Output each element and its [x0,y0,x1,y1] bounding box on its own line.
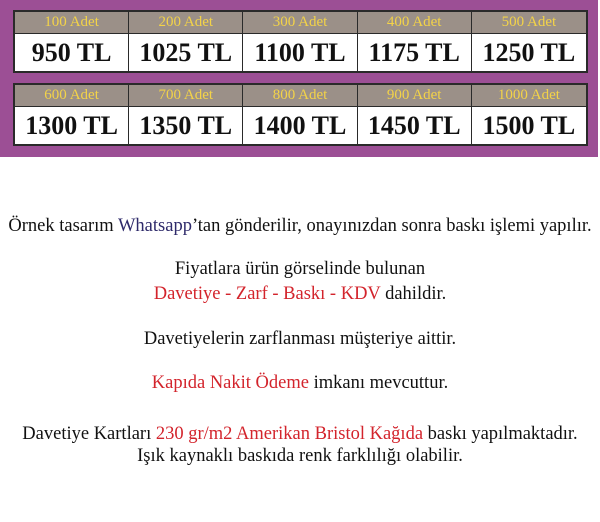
note-text: Davetiye Kartları [22,424,156,444]
quantity-label: 300 Adet [243,12,357,34]
included-items-highlight: Davetiye - Zarf - Baskı - KDV [153,284,381,304]
price-value: 1500 TL [482,111,576,140]
quantity-label: 1000 Adet [471,85,586,107]
price-cell: 500 Adet 1250 TL [471,12,586,72]
quantity-label: 500 Adet [471,12,586,34]
note-included-items: Davetiye - Zarf - Baskı - KDV dahildir. [0,284,600,305]
price-value: 1025 TL [139,38,233,67]
price-cell: 200 Adet 1025 TL [129,12,244,72]
note-envelope: Davetiyelerin zarflanması müşteriye aitt… [143,329,457,349]
price-value: 1300 TL [25,111,118,140]
price-cell: 600 Adet 1300 TL [15,85,130,145]
note-text: Örnek tasarım [8,216,118,236]
price-cell: 100 Adet 950 TL [15,12,130,72]
price-cell: 400 Adet 1175 TL [357,12,472,72]
price-cell: 800 Adet 1400 TL [243,85,358,145]
price-value: 1250 TL [482,38,576,67]
price-value: 1175 TL [368,38,460,67]
price-cell: 300 Adet 1100 TL [243,12,358,72]
price-cell: 1000 Adet 1500 TL [471,85,586,145]
note-color-difference: Işık kaynaklı baskıda renk farklılığı ol… [137,446,463,466]
note-whatsapp: Örnek tasarım Whatsapp’tan gönderilir, o… [0,216,600,237]
note-payment: Kapıda Nakit Ödeme imkanı mevcuttur. [0,373,600,394]
note-text: baskı yapılmaktadır. [423,424,578,444]
price-value: 1100 TL [254,38,346,67]
price-table-row-2: 600 Adet 1300 TL 700 Adet 1350 TL 800 Adet… [13,83,588,146]
note-text: dahildir. [380,284,447,304]
quantity-label: 700 Adet [129,85,243,107]
quantity-label: 900 Adet [357,85,471,107]
note-text: ’tan gönderilir, onayınızdan sonra baskı… [191,216,592,236]
price-cell: 700 Adet 1350 TL [129,85,244,145]
price-value: 1450 TL [367,111,461,140]
price-value: 1400 TL [253,111,347,140]
quantity-label: 200 Adet [129,12,243,34]
price-cell: 900 Adet 1450 TL [357,85,472,145]
whatsapp-highlight: Whatsapp [117,216,192,236]
note-prices-include: Fiyatlara ürün görselinde bulunan [174,259,426,279]
note-text: imkanı mevcuttur. [308,373,449,393]
quantity-label: 400 Adet [357,12,471,34]
price-table-frame: 100 Adet 950 TL 200 Adet 1025 TL 300 Adet 1… [0,0,598,157]
quantity-label: 800 Adet [243,85,357,107]
price-value: 950 TL [31,38,112,67]
quantity-label: 600 Adet [15,85,129,107]
note-paper: Davetiye Kartları 230 gr/m2 Amerikan Bri… [0,424,600,445]
quantity-label: 100 Adet [15,12,129,34]
payment-highlight: Kapıda Nakit Ödeme [151,373,309,393]
price-table-row-1: 100 Adet 950 TL 200 Adet 1025 TL 300 Adet 1… [13,10,588,73]
price-value: 1350 TL [139,111,233,140]
paper-highlight: 230 gr/m2 Amerikan Bristol Kağıda [155,424,424,444]
